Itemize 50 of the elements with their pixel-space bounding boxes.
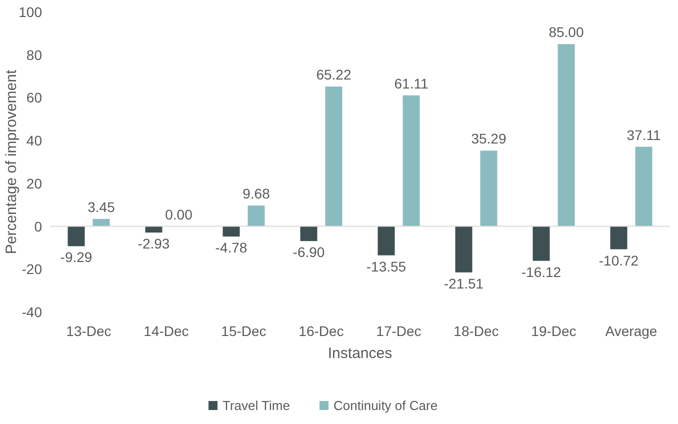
x-tick-label: 14-Dec	[144, 323, 189, 339]
data-label: 35.29	[471, 130, 506, 147]
data-label: -6.90	[292, 244, 325, 260]
y-tick-label: 60	[26, 90, 42, 106]
data-label: -16.12	[521, 264, 562, 280]
x-tick-label: Average	[605, 323, 658, 339]
bar	[402, 95, 420, 226]
data-label: 61.11	[394, 75, 428, 92]
y-tick-label: 20	[26, 175, 42, 192]
bar	[222, 226, 240, 237]
bar	[610, 226, 628, 250]
y-tick-label: 100	[18, 4, 42, 20]
data-label: -4.78	[215, 240, 248, 256]
bar	[455, 226, 472, 272]
x-tick-label: 18-Dec	[454, 323, 499, 339]
y-tick-label: -20	[22, 261, 42, 278]
data-label: 37.11	[626, 126, 661, 143]
bar	[68, 226, 85, 246]
data-label: 85.00	[548, 24, 584, 40]
bar	[325, 86, 342, 226]
data-label: -13.55	[366, 258, 406, 274]
bar	[558, 44, 575, 226]
bar	[532, 226, 550, 261]
x-axis-title: Instances	[328, 345, 392, 362]
data-label: -9.29	[60, 249, 92, 266]
data-label: -2.93	[138, 236, 170, 252]
y-tick-label: -40	[22, 304, 42, 320]
x-tick-label: 17-Dec	[376, 323, 422, 339]
x-tick-label: 15-Dec	[221, 323, 266, 339]
y-axis-title: Percentage of improvement	[3, 69, 20, 254]
x-tick-label: 19-Dec	[531, 323, 576, 339]
y-tick-label: 0	[34, 218, 42, 234]
x-tick-label: 13-Dec	[66, 323, 112, 339]
y-tick-label: 40	[26, 132, 42, 149]
bar	[92, 218, 110, 226]
data-label: 9.68	[242, 186, 270, 202]
y-tick-label: 80	[26, 46, 42, 63]
bar	[635, 146, 652, 226]
bar	[248, 206, 265, 226]
data-label: 0.00	[165, 206, 193, 222]
data-label: 65.22	[316, 66, 352, 83]
bar	[480, 150, 498, 226]
legend-label: Travel Time	[222, 398, 290, 413]
x-tick-label: 16-Dec	[298, 323, 344, 339]
data-label: 3.45	[88, 198, 116, 215]
data-label: -10.72	[598, 252, 639, 268]
data-label: -21.51	[444, 275, 484, 292]
bar	[300, 226, 318, 242]
bar	[378, 226, 395, 256]
legend-label: Continuity of Care	[334, 398, 438, 413]
